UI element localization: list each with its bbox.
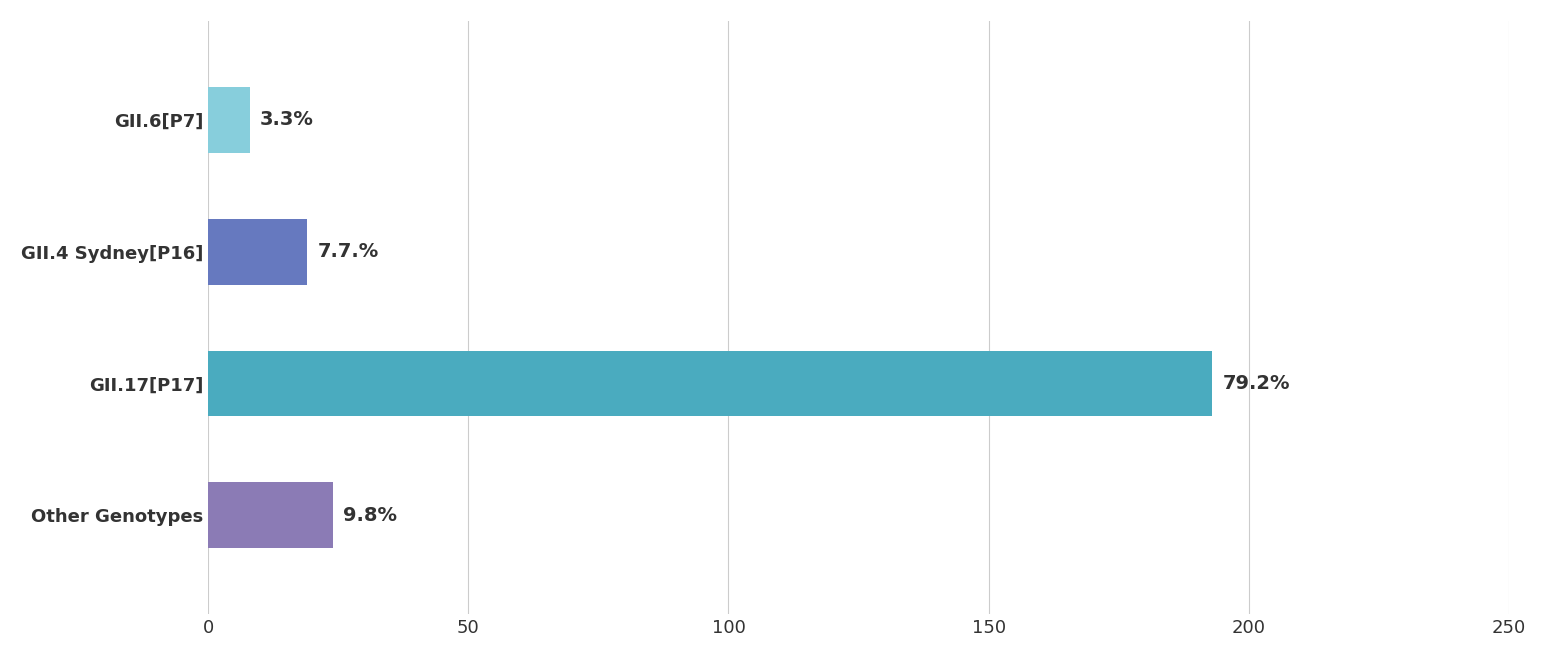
Bar: [207, 482, 333, 548]
Bar: [207, 218, 306, 285]
Text: 79.2%: 79.2%: [1222, 374, 1290, 393]
Bar: [207, 351, 1213, 417]
Bar: [207, 87, 249, 153]
Text: 9.8%: 9.8%: [343, 506, 398, 525]
Text: 7.7.%: 7.7.%: [317, 242, 379, 261]
Text: 3.3%: 3.3%: [260, 111, 314, 129]
